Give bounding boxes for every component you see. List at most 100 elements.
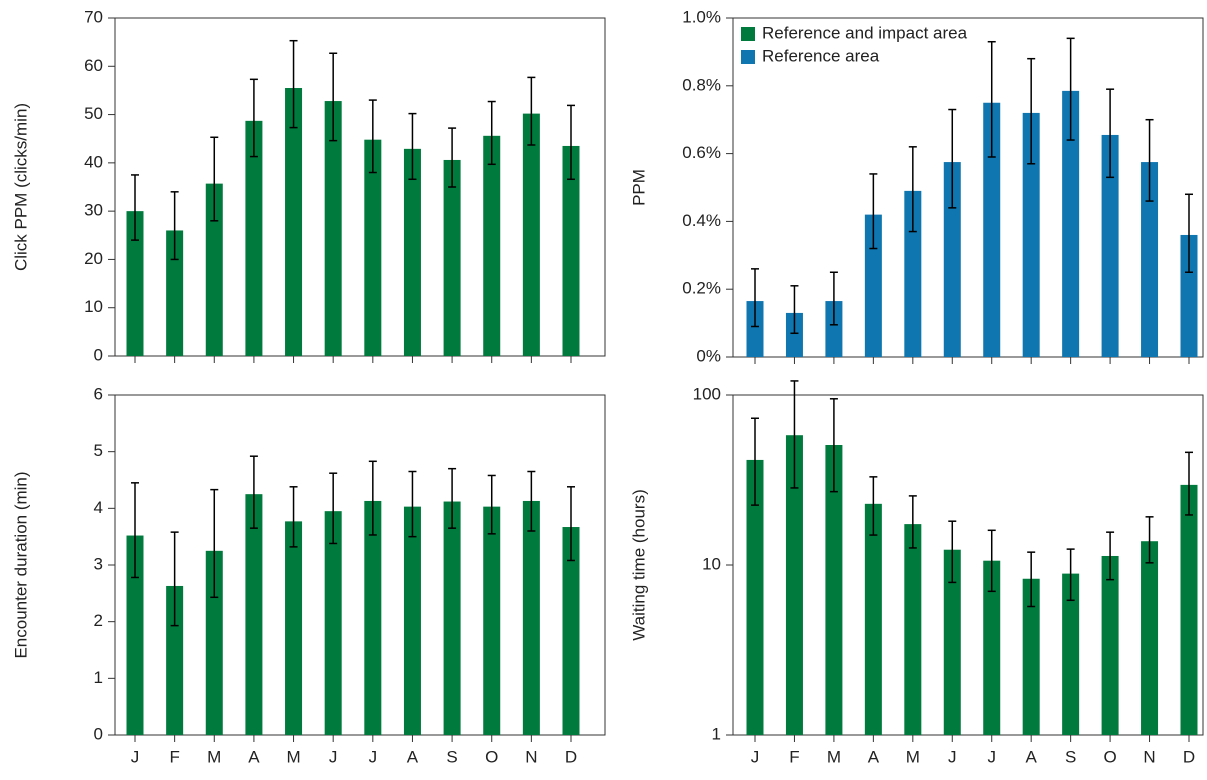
bar [483,135,501,356]
bar [1180,484,1198,735]
bar [1062,573,1080,735]
y-tick-label: 5 [94,441,103,460]
x-tick-label: O [1103,747,1116,766]
legend-swatch [741,27,755,41]
plot-frame [114,17,606,357]
y-tick-label: 0.4% [682,211,721,230]
x-tick-label: S [1065,747,1076,766]
y-axis-label: PPM [629,169,648,206]
bar [245,120,263,356]
bar [1141,541,1159,735]
bar [166,230,184,356]
plot-frame [732,394,1204,736]
x-tick-label: A [248,747,260,766]
y-axis-label: Waiting time (hours) [629,489,648,640]
bar [205,550,223,735]
x-tick-label: D [1183,747,1195,766]
y-tick-label: 0 [94,724,103,743]
bar [324,511,342,735]
bar [126,535,144,735]
x-tick-label: M [827,747,841,766]
bar [205,183,223,356]
bar [785,312,803,357]
x-tick-label: J [948,747,957,766]
x-tick-label: A [868,747,880,766]
bar [522,500,540,735]
x-tick-label: N [525,747,537,766]
bar [285,521,303,735]
y-tick-label: 0 [94,345,103,364]
y-tick-label: 40 [84,152,103,171]
bar [1022,578,1040,735]
bar [166,585,184,735]
bar [983,560,1001,735]
y-tick-label: 30 [84,201,103,220]
y-tick-label: 0.2% [682,279,721,298]
x-tick-label: J [987,747,996,766]
bar [864,503,882,735]
y-tick-label: 10 [84,297,103,316]
bar [1101,555,1119,735]
bar [983,102,1001,357]
x-tick-label: M [207,747,221,766]
bar [443,501,461,735]
y-tick-label: 0% [696,346,721,365]
bar [562,145,580,356]
bar [364,139,382,356]
y-tick-label: 1 [712,724,721,743]
y-tick-label: 3 [94,554,103,573]
x-tick-label: O [485,747,498,766]
bar [126,211,144,356]
y-tick-label: 0.6% [682,143,721,162]
bar [904,524,922,735]
legend-swatch [741,50,755,64]
x-tick-label: A [407,747,419,766]
y-tick-label: 20 [84,249,103,268]
bar [562,527,580,735]
x-tick-label: S [446,747,457,766]
plot-frame [732,17,1204,358]
bar [746,301,764,357]
y-tick-label: 2 [94,611,103,630]
y-tick-label: 70 [84,7,103,26]
bar [1022,112,1040,357]
x-tick-label: N [1143,747,1155,766]
y-tick-label: 0.8% [682,75,721,94]
bar [285,88,303,356]
bar [825,445,843,735]
x-tick-label: J [329,747,338,766]
bar [943,549,961,735]
y-tick-label: 4 [94,498,103,517]
x-tick-label: M [286,747,300,766]
x-tick-label: F [789,747,799,766]
bar [746,459,764,735]
bar [522,113,540,356]
x-tick-label: D [565,747,577,766]
bar [483,506,501,735]
x-tick-label: F [169,747,179,766]
legend-label: Reference and impact area [762,23,968,42]
bar [1180,234,1198,357]
bar [785,435,803,735]
legend-label: Reference area [762,46,880,65]
bar [245,494,263,735]
y-axis-label: Encounter duration (min) [11,471,30,658]
y-tick-label: 50 [84,104,103,123]
x-tick-label: M [906,747,920,766]
bar [443,159,461,356]
bar [1141,162,1159,357]
y-tick-label: 60 [84,56,103,75]
bar [825,301,843,357]
bar [1101,134,1119,357]
y-tick-label: 1.0% [682,7,721,26]
y-tick-label: 1 [94,668,103,687]
x-tick-label: J [369,747,378,766]
y-tick-label: 100 [693,384,721,403]
y-tick-label: 6 [94,384,103,403]
bar [904,190,922,357]
bar [324,101,342,357]
bar [403,148,421,356]
bar [364,500,382,735]
y-axis-label: Click PPM (clicks/min) [11,103,30,271]
x-tick-label: J [131,747,140,766]
